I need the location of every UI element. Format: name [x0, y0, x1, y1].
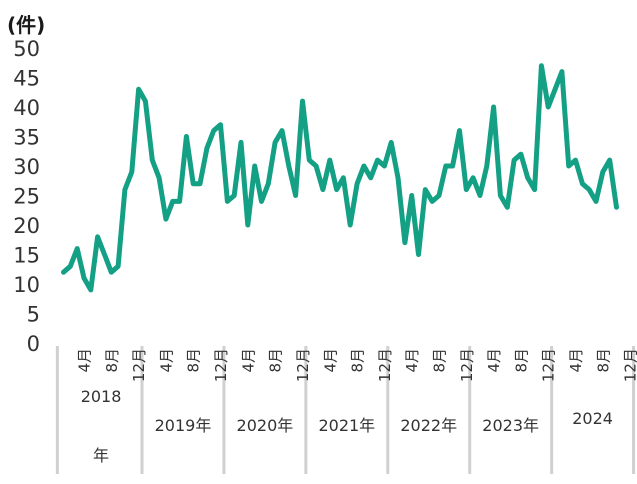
year-label-suffix: 年	[93, 446, 109, 465]
year-label: 2021年	[318, 416, 375, 435]
y-tick-label: 40	[13, 96, 40, 120]
y-tick-label: 20	[13, 214, 40, 238]
y-tick-label: 35	[13, 126, 40, 150]
y-tick-label: 30	[13, 155, 40, 179]
month-tick-label: 8月	[267, 348, 285, 373]
year-label: 2023年	[482, 416, 539, 435]
year-label: 2024	[572, 409, 613, 428]
month-tick-label: 8月	[430, 348, 448, 373]
series-line	[61, 63, 619, 293]
x-axis-separators	[55, 346, 636, 474]
month-tick-label: 12月	[376, 348, 394, 382]
month-tick-label: 8月	[103, 348, 121, 373]
month-tick-label: 4月	[157, 348, 175, 373]
y-tick-label: 50	[13, 37, 40, 61]
month-tick-label: 12月	[458, 348, 476, 382]
month-tick-label: 12月	[622, 348, 637, 382]
month-tick-label: 8月	[594, 348, 612, 373]
y-tick-label: 0	[27, 332, 40, 356]
x-axis-year-labels: 2018 年 2019年 2020年 2021年 2022年 2023年 2024	[81, 387, 613, 465]
month-tick-label: 4月	[321, 348, 339, 373]
y-axis-ticks: 0 5 10 15 20 25 30 35 40 45 50	[13, 37, 40, 356]
y-tick-label: 5	[27, 303, 40, 327]
month-tick-label: 4月	[567, 348, 585, 373]
y-tick-label: 45	[13, 67, 40, 91]
month-tick-label: 4月	[239, 348, 257, 373]
year-label: 2018	[81, 387, 122, 406]
year-label: 2022年	[400, 416, 457, 435]
month-tick-label: 12月	[294, 348, 312, 382]
x-axis-month-labels: 4月 8月 12月 4月 8月 12月 4月 8月 12月 4月 8月 12月 4月 8月 12月 4月 8月 1…	[75, 348, 637, 382]
y-tick-label: 10	[13, 273, 40, 297]
y-tick-label: 15	[13, 244, 40, 268]
month-tick-label: 4月	[403, 348, 421, 373]
month-tick-label: 4月	[485, 348, 503, 373]
month-tick-label: 8月	[349, 348, 367, 373]
month-tick-label: 4月	[75, 348, 93, 373]
month-tick-label: 8月	[512, 348, 530, 373]
month-tick-label: 12月	[540, 348, 558, 382]
month-tick-label: 12月	[212, 348, 230, 382]
month-tick-label: 12月	[130, 348, 148, 382]
month-tick-label: 8月	[185, 348, 203, 373]
y-unit-label: (件)	[7, 13, 45, 37]
year-label: 2020年	[237, 416, 294, 435]
y-tick-label: 25	[13, 185, 40, 209]
year-label: 2019年	[155, 416, 212, 435]
